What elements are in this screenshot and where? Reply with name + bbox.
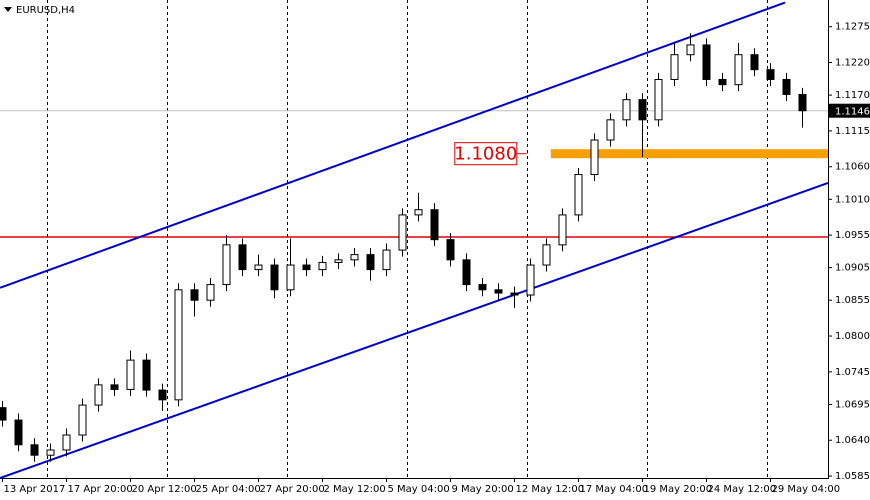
candle-body [126,359,135,390]
candle-body [350,254,359,261]
menu-arrow[interactable] [4,7,12,12]
candle-body [94,384,103,406]
candle-body [158,389,167,401]
candle-body [670,54,679,80]
candle-body [30,444,39,456]
x-tick-label: 29 May 04:00 [772,484,841,495]
x-tick-label: 5 May 04:00 [388,484,450,495]
y-tick-label: 1.0695 [835,399,870,410]
candle-body [702,44,711,80]
candle-body [446,239,455,261]
y-tick-label: 1.1115 [835,126,870,137]
zone [550,149,828,159]
candle-body [254,264,263,271]
x-tick-label: 2 May 12:00 [324,484,386,495]
y-tick-label: 1.1220 [835,58,870,69]
candle-body [14,419,23,446]
zone-label-box [454,142,518,166]
candle-body [766,69,775,80]
candle-body [782,78,791,95]
candle-body [286,264,295,291]
x-tick-label: 25 Apr 04:00 [196,484,261,495]
y-tick-label: 1.1170 [835,90,870,101]
y-tick-label: 1.0640 [835,435,870,446]
y-tick-label: 1.0855 [835,295,870,306]
candle-body [478,284,487,291]
candle-body [414,209,423,216]
candle-body [430,209,439,241]
y-tick-label: 1.0905 [835,263,870,274]
candle-body [302,264,311,271]
candle-body [382,249,391,271]
x-tick-label: 17 Apr 20:00 [68,484,133,495]
candle-body [558,214,567,246]
x-tick-label: 12 May 12:00 [516,484,585,495]
y-tick-label: 1.1060 [835,162,870,173]
candle-body [462,259,471,286]
candle-body [542,244,551,266]
candle-body [366,254,375,271]
candle-body [222,244,231,286]
candle-body [734,54,743,86]
candle-body [270,264,279,291]
y-tick-label: 1.1010 [835,194,870,205]
candle-body [78,404,87,436]
x-tick-label: 9 May 20:00 [452,484,514,495]
x-tick-label: 17 May 04:00 [580,484,649,495]
channel-line [0,1,786,289]
candle-body [526,264,535,296]
candle-body [654,78,663,121]
candle-body [750,54,759,71]
zone-label: 1.1080 [454,144,517,165]
candle-body [318,261,327,271]
candle-body [638,99,647,121]
y-tick-label: 1.0585 [835,471,870,482]
candle-body [142,359,151,391]
candle-body [0,407,7,421]
candle-body [110,384,119,390]
candle-body [574,174,583,216]
candle-body [606,119,615,141]
chart-title: EURUSD,H4 [16,5,75,16]
candle-body [174,289,183,401]
candle-body [798,93,807,112]
candle-body [622,99,631,121]
y-tick-label: 1.1275 [835,22,870,33]
candle-body [190,289,199,301]
y-tick-label: 1.0745 [835,367,870,378]
x-tick-label: 27 Apr 20:00 [260,484,325,495]
y-tick-label: 1.0955 [835,230,870,241]
x-tick-label: 24 May 12:00 [708,484,777,495]
candle-body [686,44,695,56]
channel-line [0,182,829,479]
candle-body [398,214,407,251]
candle-body [590,139,599,176]
candle-body [718,78,727,86]
candle-body [62,434,71,451]
candle-body [46,449,55,456]
price-label-box [829,103,870,118]
candle-body [494,289,503,294]
x-tick-label: 13 Apr 2017 [4,484,66,495]
candle-body [510,292,519,296]
candle-body [238,244,247,271]
y-tick-label: 1.0800 [835,331,870,342]
price-label: 1.1146 [835,107,870,118]
candle-body [206,284,215,301]
x-tick-label: 20 Apr 12:00 [132,484,197,495]
candle-body [334,259,343,263]
x-tick-label: 19 May 20:00 [644,484,713,495]
